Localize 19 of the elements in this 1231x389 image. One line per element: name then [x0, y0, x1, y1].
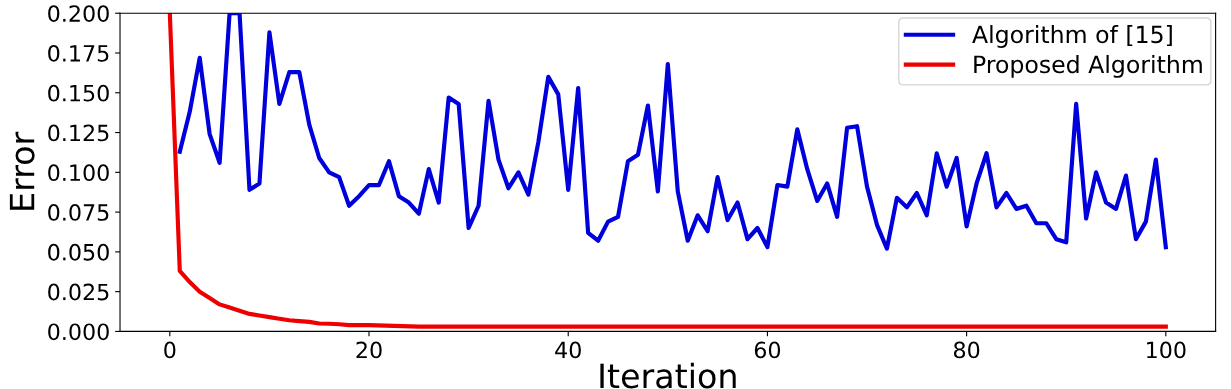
y-tick-label: 0.000 [48, 323, 109, 341]
legend-label: Proposed Algorithm [974, 54, 1202, 78]
y-tick-label: 0.050 [48, 243, 109, 261]
y-tick-label: 0.075 [48, 204, 109, 221]
x-tick-label: 20 [356, 341, 382, 359]
y-tick-label: 0.200 [48, 5, 109, 22]
x-tick-label: 40 [555, 341, 581, 359]
x-tick-label: 60 [754, 341, 781, 359]
y-axis-title: Error [9, 131, 35, 210]
y-tick-label: 0.025 [48, 283, 109, 301]
x-tick-label: 80 [953, 341, 980, 359]
y-tick-label: 0.150 [48, 84, 109, 102]
y-tick-label: 0.125 [48, 124, 109, 142]
legend-label: Algorithm of [15] [972, 25, 1172, 48]
x-tick-label: 100 [1147, 341, 1186, 359]
x-axis-title: Iteration [600, 362, 736, 389]
y-tick-label: 0.100 [48, 164, 109, 182]
y-tick-label: 0.175 [48, 44, 109, 62]
x-tick-label: 0 [164, 341, 176, 359]
